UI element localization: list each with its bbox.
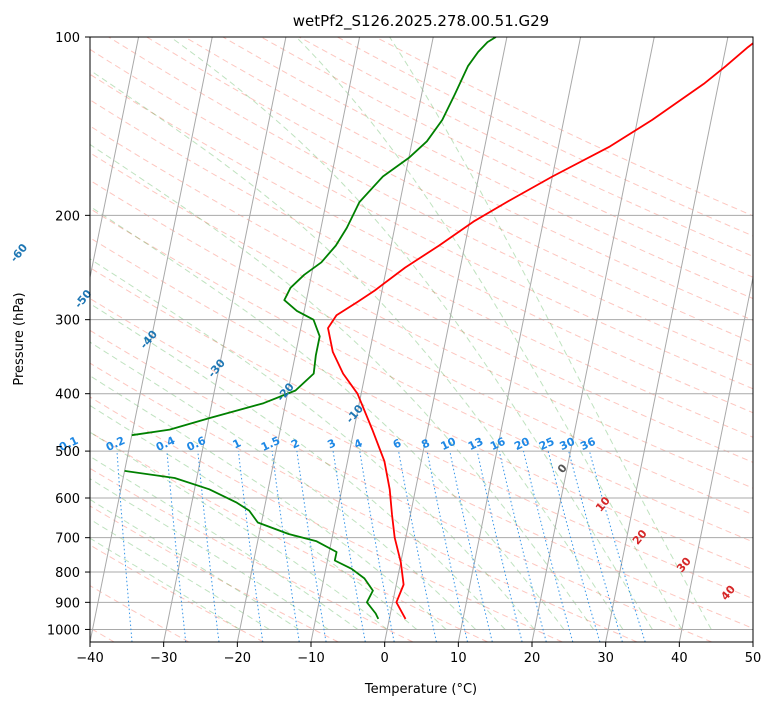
dry-adiabat: [90, 48, 753, 390]
dry-adiabat: [90, 431, 488, 642]
mixing-ratio-line: [568, 450, 623, 642]
background-lines: [90, 37, 753, 642]
mixing-ratio-line: [398, 451, 437, 642]
x-tick-label: 30: [597, 651, 614, 666]
moist-adiabat: [90, 69, 624, 630]
mixing-ratio-line: [589, 450, 646, 642]
profile-line-1: [124, 470, 380, 620]
dry-adiabat: [90, 362, 638, 642]
mixing-ratio-label: 20: [512, 435, 532, 453]
pressure-grid: [90, 37, 753, 630]
moist-adiabat: [295, 37, 683, 630]
moist-adiabat: [90, 404, 417, 630]
mixing-ratio-line: [237, 451, 264, 642]
mixing-ratio-lines: [116, 450, 646, 642]
y-axis: 1000 900 800 700 600 500 400 300 200 100: [47, 31, 90, 638]
moist-adiabat: [90, 205, 565, 630]
y-tick-label: 900: [55, 596, 80, 611]
mixing-ratio-line: [498, 450, 547, 642]
dry-adiabat: [90, 505, 339, 642]
y-tick-label: 800: [55, 566, 80, 581]
moist-adiabat: [90, 455, 358, 630]
mixing-ratio-line: [426, 451, 468, 642]
mixing-ratio-label: 13: [466, 435, 485, 453]
x-tick-label: 0: [381, 651, 389, 666]
dry-adiabat: [90, 237, 753, 571]
dry-adiabat: [90, 585, 190, 642]
isotherm: [605, 37, 729, 642]
dry-adiabat: [90, 329, 712, 642]
isotherm: [457, 37, 582, 642]
isotherm: [236, 37, 361, 642]
y-tick-label: 200: [55, 209, 80, 224]
x-tick-label: 10: [450, 651, 467, 666]
profiles: [124, 37, 753, 620]
isotherm: [384, 37, 508, 642]
x-tick-label: −30: [150, 651, 177, 666]
moist-adiabat: [90, 143, 594, 630]
dry-adiabat: [184, 37, 753, 321]
moist-adiabat: [90, 341, 476, 630]
mixing-ratio-label: 10: [439, 435, 459, 453]
x-tick-label: −10: [297, 651, 324, 666]
moist-adiabat: [90, 258, 535, 630]
mixing-ratio-line: [166, 451, 187, 642]
moist-adiabat: [170, 37, 653, 630]
mixing-ratio-label: 16: [488, 435, 508, 453]
x-tick-label: 40: [671, 651, 688, 666]
dry-adiabat: [90, 73, 753, 414]
dry-adiabat: [90, 297, 753, 629]
x-axis: −40 −30 −20 −10 0 10 20 30 40 50: [76, 642, 761, 666]
moist-adiabat: [90, 302, 506, 630]
isotherm: [90, 37, 213, 642]
profile-line-2: [131, 37, 497, 437]
y-tick-label: 100: [55, 31, 80, 46]
moist-adiabat: [90, 537, 241, 630]
isotherm: [678, 274, 753, 642]
y-tick-label: 600: [55, 492, 80, 507]
profile-line-0: [327, 42, 753, 620]
mixing-ratio-line: [476, 450, 523, 642]
y-axis-title: Pressure (hPa): [12, 292, 27, 385]
y-tick-label: 300: [55, 314, 80, 329]
y-tick-label: 1000: [47, 623, 80, 638]
dry-adiabat: [90, 267, 753, 600]
x-tick-label: 20: [524, 651, 541, 666]
dry-adiabat: [90, 208, 753, 543]
mixing-ratio-line: [116, 451, 133, 642]
dry-adiabat: [90, 152, 753, 489]
skewed-isotherms: [90, 37, 753, 642]
x-tick-label: 50: [745, 651, 762, 666]
y-tick-label: 500: [55, 445, 80, 460]
mixing-ratio-line: [547, 450, 601, 642]
mixing-ratio-line: [197, 451, 220, 642]
x-axis-title: Temperature (°C): [364, 682, 477, 697]
isotherm: [90, 37, 140, 280]
isotherm: [531, 37, 655, 642]
y-tick-label: 700: [55, 532, 80, 547]
chart-title: wetPf2_S126.2025.278.00.51.G29: [293, 12, 549, 31]
x-tick-label: −40: [76, 651, 103, 666]
mixing-ratio-label: 36: [578, 435, 598, 453]
moist-adiabat: [90, 478, 329, 630]
moist-adiabat: [90, 375, 447, 630]
mixing-ratio-line: [523, 450, 574, 642]
mixing-ratio-line: [449, 450, 493, 642]
moist-adiabat: [389, 37, 712, 630]
plot-frame: [89, 36, 754, 643]
y-tick-label: 400: [55, 388, 80, 403]
isotherm: [163, 37, 287, 642]
x-tick-label: −20: [224, 651, 251, 666]
mixing-ratio-label: 25: [537, 435, 556, 453]
isotherm: [310, 37, 434, 642]
mixing-ratio-line: [271, 451, 300, 642]
dry-adiabat: [90, 396, 563, 642]
dry-adiabat: [146, 37, 753, 344]
dry-adiabat: [90, 125, 753, 463]
mixing-ratio-label: 30: [558, 435, 578, 453]
mixing-ratio-line: [296, 451, 327, 642]
